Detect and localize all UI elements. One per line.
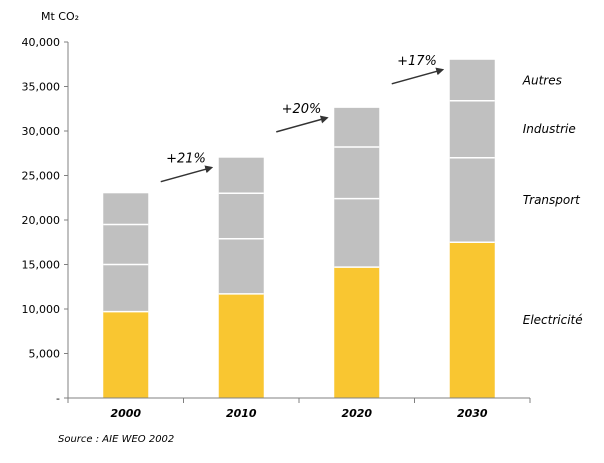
growth-label: +21%: [166, 152, 206, 167]
x-tick-label: 2000: [110, 407, 141, 420]
bar-segment: [334, 267, 380, 398]
y-tick-label: 5,000: [29, 348, 61, 361]
bar-segment: [449, 59, 495, 101]
bar-segment: [218, 293, 264, 398]
y-tick-label: 35,000: [22, 81, 61, 94]
bar-segment: [449, 157, 495, 243]
x-tick-label: 2030: [457, 407, 488, 420]
growth-arrow: [276, 115, 329, 133]
bar-segment: [449, 100, 495, 158]
bar-segment: [103, 193, 149, 225]
y-tick-label: 15,000: [22, 259, 61, 272]
segment-label: Electricité: [523, 313, 583, 327]
y-tick-label: 20,000: [22, 214, 61, 227]
bar-segment: [103, 264, 149, 312]
growth-label: +20%: [282, 102, 322, 117]
growth-label: +17%: [397, 54, 437, 69]
bar-segment: [449, 242, 495, 398]
bar-segment: [218, 157, 264, 194]
bar-segment: [218, 238, 264, 294]
bar-segment: [103, 224, 149, 265]
unit-label: Mt CO₂: [41, 10, 79, 23]
segment-label: Industrie: [523, 122, 576, 136]
bar-segment: [103, 311, 149, 398]
y-tick-label: 40,000: [22, 36, 61, 49]
bar-segment: [334, 147, 380, 199]
y-tick-label: 30,000: [22, 125, 61, 138]
bar-segment: [334, 198, 380, 268]
growth-arrow: [391, 67, 445, 85]
y-tick-label: -: [56, 392, 60, 405]
segment-label: Transport: [523, 193, 581, 207]
source-label: Source : AIE WEO 2002: [58, 434, 174, 445]
x-tick-label: 2020: [341, 407, 372, 420]
bar-segment: [218, 193, 264, 239]
x-tick-label: 2010: [226, 407, 257, 420]
growth-arrow: [160, 165, 214, 183]
y-tick-label: 25,000: [22, 170, 61, 183]
segment-label: Autres: [522, 73, 562, 87]
y-tick-label: 10,000: [22, 303, 61, 316]
bar-segment: [334, 107, 380, 148]
